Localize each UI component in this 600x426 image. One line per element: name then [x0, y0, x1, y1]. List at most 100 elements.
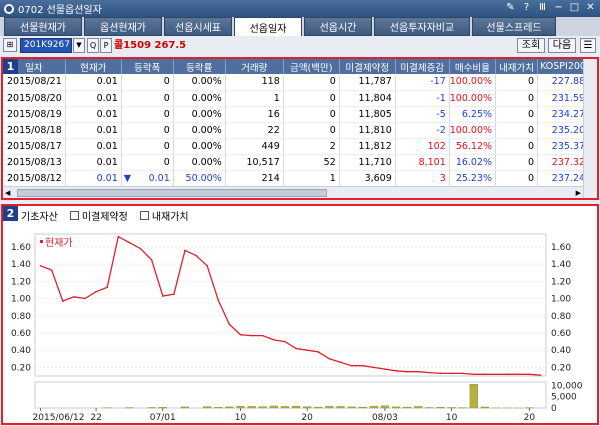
- volume-bar: [436, 407, 445, 409]
- tab-quote-table[interactable]: 선옵시세표: [164, 17, 232, 36]
- col-kospi-header[interactable]: KOSPI200: [537, 59, 590, 74]
- table-row[interactable]: 2015/08/21 0.01 0 0.00% 118 0 11,787 -17 100.00%…: [3, 74, 590, 91]
- cell-price: 0.01: [65, 90, 122, 107]
- cell-intrinsic: 0: [495, 170, 539, 187]
- cell-date: 2015/08/20: [3, 90, 66, 107]
- next-button[interactable]: 다음: [548, 38, 576, 53]
- price-point: [217, 299, 220, 302]
- tab-futures-price[interactable]: 선물현재가: [4, 17, 82, 36]
- scroll-left-icon[interactable]: ◀: [5, 189, 11, 197]
- cell-rate: 0.00%: [173, 74, 226, 91]
- tab-investor-compare[interactable]: 선옵투자자비교: [374, 17, 470, 36]
- scroll-thumb[interactable]: [17, 189, 327, 197]
- col-date-header[interactable]: 일자: [3, 59, 66, 74]
- tab-bar: 선물현재가 옵션현재가 선옵시세표 선옵일자 선옵시간 선옵투자자비교 선물스프…: [0, 17, 600, 36]
- cell-amount: 0: [283, 74, 340, 91]
- intrinsic-option[interactable]: 내재가치: [139, 208, 189, 223]
- price-point: [317, 351, 320, 353]
- cell-intrinsic: 0: [495, 138, 539, 155]
- intrinsic-label: 내재가치: [151, 211, 189, 223]
- price-point: [95, 290, 97, 293]
- base-asset-option[interactable]: 기초자산: [21, 208, 58, 223]
- col-intrinsic-header[interactable]: 내재가치: [495, 59, 539, 74]
- panel-2-marker: 2: [3, 206, 18, 221]
- cell-intrinsic: 0: [495, 106, 539, 123]
- cell-rate: 0.00%: [173, 154, 226, 171]
- horizontal-scrollbar[interactable]: ◀ ▶: [3, 186, 583, 198]
- table-row[interactable]: 2015/08/13 0.01 0 0.00% 10,517 52 11,710 8,101 1…: [3, 154, 590, 171]
- tab-options-price[interactable]: 옵션현재가: [84, 17, 162, 36]
- tab-time[interactable]: 선옵시간: [304, 17, 372, 36]
- cell-oi: 11,787: [339, 74, 396, 91]
- scroll-right-icon[interactable]: ▶: [575, 189, 581, 197]
- tab-daily[interactable]: 선옵일자: [234, 17, 302, 36]
- cell-change: 0: [121, 138, 174, 155]
- layout-icon[interactable]: Ⅲ: [539, 2, 546, 13]
- help-icon[interactable]: ?: [523, 2, 530, 13]
- price-point: [373, 366, 375, 369]
- table-row[interactable]: 2015/08/12 0.01 ▼ 0.01 50.00% 214 1 3,609 3 25.23…: [3, 170, 590, 187]
- daily-table: 일자 현재가 등락폭 등락률 거래량 금액(백만) 미결제약정 미결제증감 매수…: [3, 59, 590, 187]
- x-tick-label: 2015/06/12: [33, 413, 85, 423]
- cell-rate: 50.00%: [173, 170, 226, 187]
- col-volume-header[interactable]: 거래량: [225, 59, 284, 74]
- cell-oi: 11,805: [339, 106, 396, 123]
- col-oi-header[interactable]: 미결제약정: [339, 59, 396, 74]
- window-controls: ✎ ? Ⅲ − □ ✕: [505, 2, 596, 13]
- table-row[interactable]: 2015/08/19 0.01 0 0.00% 16 0 11,805 -5 6.25% 0 234…: [3, 106, 590, 123]
- app-icon: ●: [4, 3, 14, 14]
- table-row[interactable]: 2015/08/18 0.01 0 0.00% 22 0 11,810 -2 100.00% 0 2…: [3, 122, 590, 139]
- y-tick-right: 1.20: [551, 277, 571, 287]
- edit-icon[interactable]: ✎: [506, 2, 515, 13]
- cell-price: 0.01: [65, 122, 122, 139]
- price-point: [528, 373, 531, 376]
- price-point: [228, 323, 231, 326]
- price-point: [106, 286, 109, 289]
- p-button[interactable]: P: [100, 38, 112, 53]
- col-price-header[interactable]: 현재가: [65, 59, 122, 74]
- maximize-icon[interactable]: □: [569, 2, 580, 13]
- col-change-header[interactable]: 등락폭: [121, 59, 174, 74]
- oi-label: 미결제약정: [81, 211, 128, 223]
- vertical-scrollbar[interactable]: [583, 59, 597, 198]
- y-tick-left: 1.20: [11, 277, 31, 287]
- plot-area: [34, 233, 547, 377]
- col-rate-header[interactable]: 등락률: [173, 59, 226, 74]
- cell-buy-ratio: 100.00%: [449, 74, 497, 91]
- col-oi-change-header[interactable]: 미결제증감: [395, 59, 450, 74]
- oi-option[interactable]: 미결제약정: [69, 208, 128, 223]
- code-search-icon[interactable]: ⊞: [3, 38, 17, 52]
- intrinsic-checkbox[interactable]: [139, 210, 149, 220]
- daily-table-panel: 1 일자 현재가 등락폭 등락률 거래량 금액(백만) 미결제약정 미결제증감 …: [1, 57, 599, 200]
- table-row[interactable]: 2015/08/17 0.01 0 0.00% 449 2 11,812 102 56.12% 0…: [3, 138, 590, 155]
- price-point: [495, 373, 497, 376]
- code-dropdown-button[interactable]: ▼: [73, 38, 85, 53]
- volume-bar: [391, 406, 401, 409]
- cell-amount: 2: [283, 138, 340, 155]
- q-button[interactable]: Q: [87, 38, 99, 53]
- oi-checkbox[interactable]: [69, 210, 79, 220]
- code-input[interactable]: 201K9267: [20, 38, 72, 53]
- query-button[interactable]: 조회: [517, 38, 545, 53]
- tab-futures-spread[interactable]: 선물스프레드: [472, 17, 556, 36]
- volume-bar: [280, 406, 290, 409]
- menu-list-icon[interactable]: ☰: [580, 38, 596, 53]
- table-row[interactable]: 2015/08/20 0.01 0 0.00% 1 0 11,804 -1 100.00% 0 23…: [3, 90, 590, 107]
- volume-bar: [203, 406, 212, 409]
- price-point: [184, 249, 186, 252]
- col-buy-ratio-header[interactable]: 매수비율: [449, 59, 497, 74]
- chart-options: 기초자산 미결제약정 내재가치: [3, 206, 597, 224]
- volume-bar: [336, 406, 345, 409]
- y-tick-left: 0.60: [11, 329, 31, 339]
- price-point: [39, 265, 42, 267]
- y-tick-left: 0.40: [11, 346, 31, 356]
- y-tick-left: 0.80: [11, 312, 31, 322]
- close-icon[interactable]: ✕: [586, 2, 595, 13]
- cell-oi: 11,810: [339, 122, 396, 139]
- minimize-icon[interactable]: −: [554, 2, 563, 13]
- price-point: [161, 295, 164, 297]
- price-point: [461, 372, 464, 375]
- cell-change: 0: [121, 74, 174, 91]
- col-amount-header[interactable]: 금액(백만): [283, 59, 340, 74]
- price-point: [506, 373, 508, 376]
